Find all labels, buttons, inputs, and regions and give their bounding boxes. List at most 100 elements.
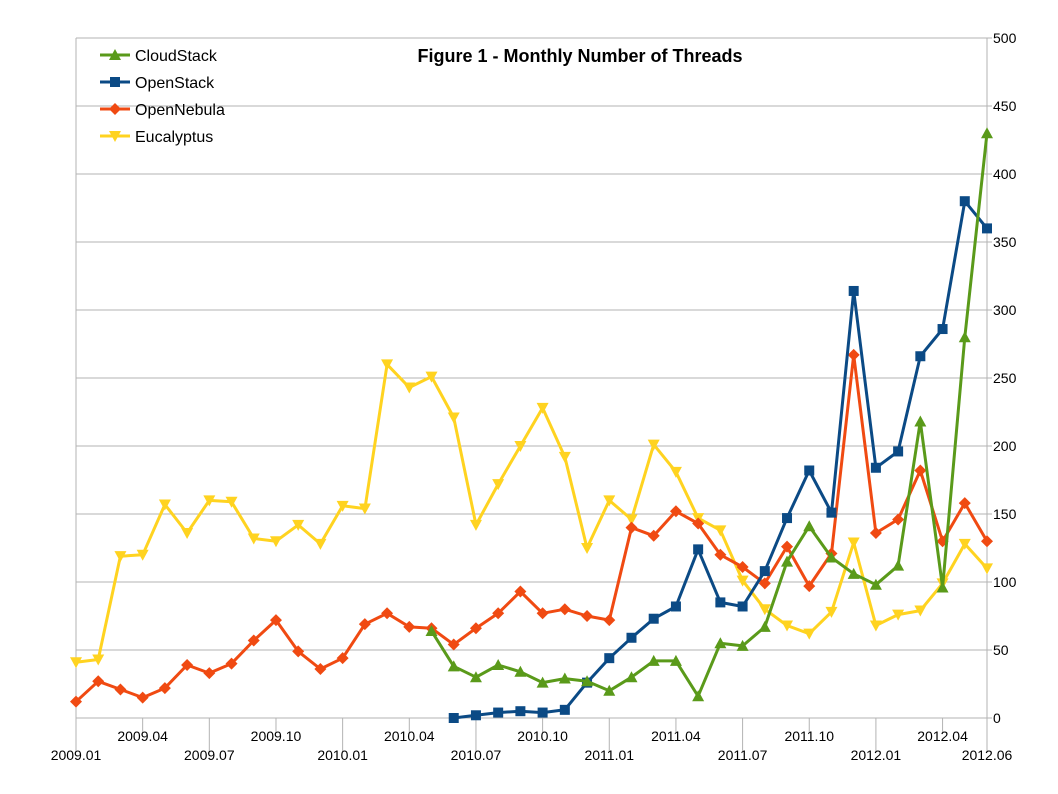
- x-tick-label: 2012.06: [962, 747, 1013, 763]
- x-tick-label: 2011.07: [718, 747, 768, 763]
- data-point-opennebula: [158, 682, 171, 695]
- data-point-cloudstack: [958, 331, 971, 343]
- data-point-cloudstack: [492, 658, 505, 670]
- series-eucalyptus: [70, 359, 993, 669]
- data-point-eucalyptus: [625, 514, 638, 526]
- data-point-openstack: [559, 704, 570, 715]
- data-point-opennebula: [536, 607, 549, 620]
- data-point-cloudstack: [581, 675, 594, 687]
- data-point-openstack: [915, 351, 926, 362]
- data-point-openstack: [848, 285, 859, 296]
- legend-label-opennebula: OpenNebula: [135, 102, 225, 119]
- data-point-eucalyptus: [892, 609, 905, 621]
- y-tick-label: 150: [993, 506, 1017, 522]
- series-openstack: [448, 196, 992, 723]
- data-point-opennebula: [558, 603, 571, 616]
- series-opennebula: [70, 348, 993, 708]
- data-point-cloudstack: [514, 665, 527, 677]
- data-point-openstack: [648, 613, 659, 624]
- y-tick-labels: 0 50 100 150 200 250 300 350 400 450 500: [993, 30, 1017, 726]
- data-point-openstack: [959, 196, 970, 207]
- data-point-opennebula: [914, 464, 927, 477]
- data-point-cloudstack: [425, 624, 438, 636]
- x-tick-label: 2009.01: [51, 747, 102, 763]
- data-point-eucalyptus: [314, 538, 327, 550]
- data-point-cloudstack: [803, 520, 816, 532]
- data-point-opennebula: [336, 652, 349, 665]
- data-point-opennebula: [692, 517, 705, 530]
- data-point-opennebula: [381, 607, 394, 620]
- data-point-openstack: [737, 601, 748, 612]
- data-point-opennebula: [625, 521, 638, 534]
- data-point-eucalyptus: [758, 604, 771, 616]
- data-point-eucalyptus: [403, 382, 416, 394]
- data-point-cloudstack: [869, 578, 882, 590]
- data-point-eucalyptus: [581, 543, 594, 554]
- data-point-cloudstack: [558, 672, 571, 684]
- data-point-opennebula: [403, 620, 416, 633]
- data-point-openstack: [715, 597, 726, 608]
- data-point-eucalyptus: [70, 657, 82, 669]
- data-point-opennebula: [225, 657, 238, 670]
- data-point-opennebula: [781, 540, 794, 553]
- data-point-openstack: [515, 706, 526, 717]
- data-point-cloudstack: [981, 127, 993, 139]
- data-point-openstack: [893, 446, 904, 457]
- x-tick-label: 2010.07: [451, 747, 502, 763]
- data-point-cloudstack: [714, 637, 727, 649]
- data-point-cloudstack: [603, 684, 616, 696]
- y-tick-label: 0: [993, 710, 1001, 726]
- data-point-openstack: [937, 324, 948, 335]
- data-point-eucalyptus: [358, 503, 371, 515]
- axes: [75, 38, 988, 719]
- data-point-eucalyptus: [981, 563, 993, 575]
- data-point-opennebula: [581, 610, 594, 622]
- data-point-eucalyptus: [847, 537, 860, 549]
- data-point-eucalyptus: [469, 519, 482, 531]
- data-point-opennebula: [181, 658, 194, 671]
- y-tick-label: 50: [993, 642, 1009, 658]
- data-point-cloudstack: [469, 671, 482, 683]
- data-point-opennebula: [469, 622, 482, 635]
- data-point-eucalyptus: [292, 519, 305, 531]
- data-point-cloudstack: [447, 660, 460, 672]
- data-point-opennebula: [314, 663, 327, 676]
- data-point-opennebula: [958, 497, 971, 510]
- data-point-eucalyptus: [958, 538, 971, 550]
- data-point-eucalyptus: [558, 451, 571, 463]
- data-point-opennebula: [92, 675, 105, 688]
- data-point-eucalyptus: [92, 654, 105, 666]
- legend-label-cloudstack: CloudStack: [135, 48, 218, 65]
- data-point-opennebula: [136, 691, 149, 704]
- data-point-eucalyptus: [869, 620, 882, 632]
- legend-marker-eucalyptus: [109, 131, 121, 142]
- data-point-eucalyptus: [181, 528, 194, 540]
- data-point-cloudstack: [736, 639, 749, 651]
- data-point-eucalyptus: [603, 495, 616, 507]
- x-tick-label: 2009.04: [117, 728, 168, 744]
- series-line-cloudstack: [430, 133, 989, 698]
- data-point-openstack: [537, 707, 548, 718]
- legend-marker-opennebula: [109, 103, 121, 115]
- data-point-opennebula: [114, 683, 127, 696]
- data-point-cloudstack: [781, 555, 794, 567]
- data-point-cloudstack: [536, 676, 549, 688]
- x-tick-label: 2010.10: [517, 728, 568, 744]
- data-point-openstack: [448, 713, 459, 723]
- data-point-openstack: [626, 632, 637, 643]
- data-point-cloudstack: [758, 620, 771, 632]
- data-point-openstack: [870, 462, 881, 473]
- data-point-opennebula: [981, 535, 993, 548]
- data-point-openstack: [670, 601, 681, 612]
- data-point-openstack: [982, 223, 992, 234]
- x-tick-label: 2011.10: [784, 728, 834, 744]
- data-point-eucalyptus: [736, 575, 749, 587]
- data-point-eucalyptus: [425, 371, 438, 383]
- data-point-openstack: [493, 707, 504, 718]
- data-point-opennebula: [514, 585, 527, 598]
- data-point-cloudstack: [914, 415, 927, 427]
- x-tick-labels: 2009.04 2009.10 2010.04 2010.10 2011.04 2011.…: [51, 718, 1013, 763]
- data-point-eucalyptus: [714, 525, 727, 537]
- chart-title: Figure 1 - Monthly Number of Threads: [417, 46, 742, 66]
